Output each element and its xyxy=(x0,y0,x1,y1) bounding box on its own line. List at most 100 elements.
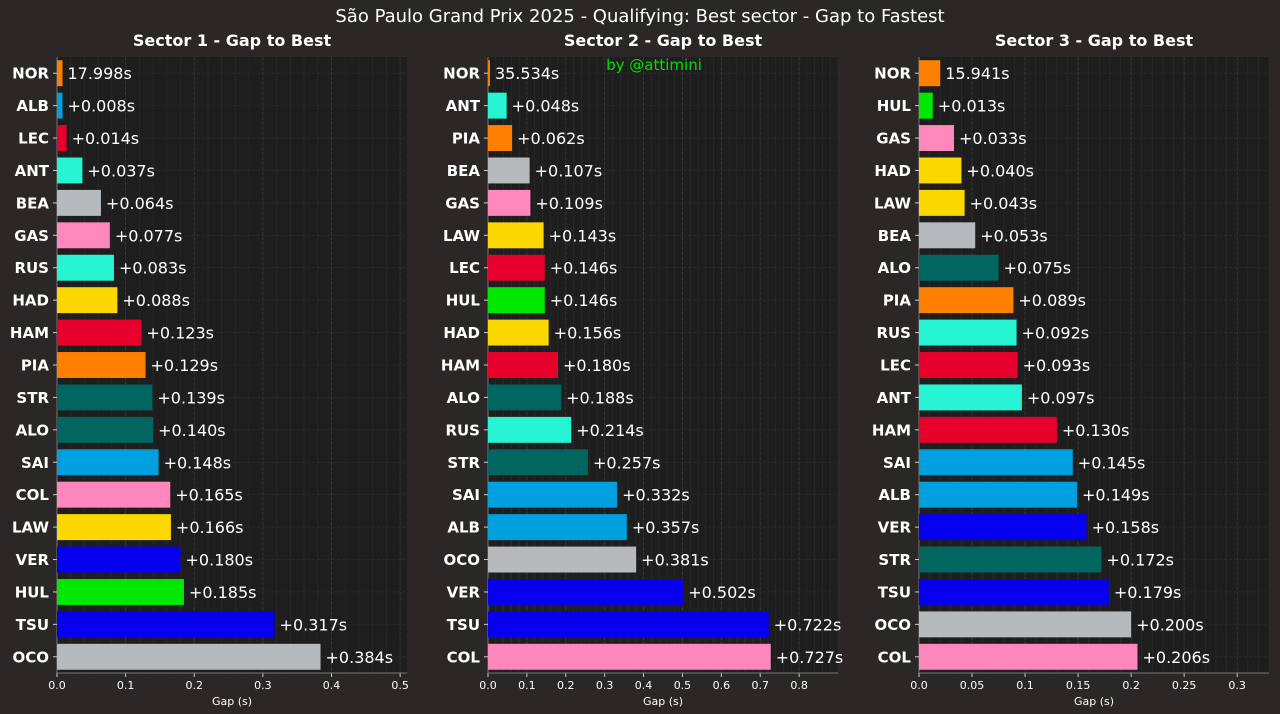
bar-rus xyxy=(488,416,572,443)
value-label: +0.502s xyxy=(688,583,756,602)
value-label: +0.129s xyxy=(151,356,219,375)
value-label: +0.053s xyxy=(980,226,1048,245)
value-label: +0.727s xyxy=(776,648,844,667)
bar-lec xyxy=(488,254,545,281)
value-label: 35.534s xyxy=(495,64,559,83)
value-label: +0.139s xyxy=(157,388,225,407)
value-label: +0.381s xyxy=(641,551,709,570)
driver-label: LEC xyxy=(880,357,911,375)
driver-label: HAD xyxy=(12,292,49,310)
value-label: +0.130s xyxy=(1062,421,1130,440)
x-tick-label: 0.25 xyxy=(1172,679,1197,692)
value-label: +0.064s xyxy=(106,194,174,213)
bar-col xyxy=(488,643,771,670)
value-label: +0.013s xyxy=(938,97,1006,116)
driver-label: OCO xyxy=(874,616,911,634)
bar-nor xyxy=(488,60,490,87)
driver-label: BEA xyxy=(447,162,481,180)
bar-ver xyxy=(919,514,1087,541)
bar-bea xyxy=(57,189,101,216)
x-tick-label: 0.05 xyxy=(960,679,985,692)
x-tick-label: 0.6 xyxy=(713,679,731,692)
value-label: +0.075s xyxy=(1004,259,1072,278)
bar-alb xyxy=(488,514,627,541)
driver-label: TSU xyxy=(16,616,49,634)
value-label: +0.722s xyxy=(774,615,842,634)
value-label: +0.180s xyxy=(186,551,254,570)
bar-lec xyxy=(57,125,67,152)
driver-label: RUS xyxy=(445,421,480,439)
panel-sector-3: 0.0 0.05 0.1 0.15 0.2 0.25 0.3 NOR 15.941s HUL +0.… xyxy=(872,31,1270,708)
value-label: +0.092s xyxy=(1022,324,1090,343)
value-label: +0.040s xyxy=(966,161,1034,180)
driver-label: HAM xyxy=(441,357,480,375)
driver-label: VER xyxy=(16,551,50,569)
value-label: +0.140s xyxy=(158,421,226,440)
value-label: +0.384s xyxy=(326,648,394,667)
bar-sai xyxy=(488,481,618,508)
value-label: +0.180s xyxy=(563,356,631,375)
value-label: +0.146s xyxy=(550,259,618,278)
driver-label: HAD xyxy=(443,324,480,342)
bar-hul xyxy=(488,287,545,314)
x-tick-label: 0.2 xyxy=(186,679,204,692)
bar-bea xyxy=(919,222,976,249)
bar-alb xyxy=(57,92,63,119)
x-tick-label: 0.2 xyxy=(1122,679,1140,692)
x-tick-label: 0.3 xyxy=(1228,679,1246,692)
x-tick-label: 0.5 xyxy=(674,679,692,692)
driver-label: ANT xyxy=(446,97,481,115)
x-tick-label: 0.15 xyxy=(1066,679,1091,692)
value-label: +0.097s xyxy=(1027,388,1095,407)
value-label: +0.200s xyxy=(1136,615,1204,634)
value-label: +0.149s xyxy=(1082,486,1150,505)
value-label: +0.156s xyxy=(554,324,622,343)
value-label: +0.145s xyxy=(1078,453,1146,472)
value-label: +0.317s xyxy=(280,615,348,634)
value-label: +0.077s xyxy=(115,226,183,245)
value-label: +0.109s xyxy=(535,194,603,213)
x-tick-label: 0.3 xyxy=(596,679,614,692)
bar-nor xyxy=(919,60,941,87)
x-tick-label: 0.4 xyxy=(323,679,341,692)
value-label: +0.033s xyxy=(959,129,1027,148)
driver-label: LAW xyxy=(874,194,911,212)
bar-sai xyxy=(919,449,1073,476)
value-label: +0.062s xyxy=(517,129,585,148)
bar-str xyxy=(919,546,1102,573)
x-tick-label: 0.2 xyxy=(557,679,575,692)
bar-ham xyxy=(488,352,558,378)
x-tick-label: 0.0 xyxy=(48,679,66,692)
bar-law xyxy=(57,514,171,541)
value-label: +0.143s xyxy=(549,226,617,245)
value-label: 15.941s xyxy=(945,64,1009,83)
value-label: +0.008s xyxy=(67,97,135,116)
driver-label: BEA xyxy=(878,227,912,245)
driver-label: ALO xyxy=(447,389,480,407)
value-label: +0.179s xyxy=(1114,583,1182,602)
panel-sector-1: 0.0 0.1 0.2 0.3 0.4 0.5 NOR 17.998s ALB +0.008s LE… xyxy=(10,31,409,708)
driver-label: HUL xyxy=(446,292,481,310)
driver-label: STR xyxy=(16,389,49,407)
value-label: +0.185s xyxy=(189,583,257,602)
bar-oco xyxy=(57,643,321,670)
driver-label: NOR xyxy=(12,65,49,83)
value-label: +0.048s xyxy=(512,97,580,116)
x-tick-label: 0.7 xyxy=(751,679,769,692)
x-tick-label: 0.1 xyxy=(1016,679,1034,692)
bar-ham xyxy=(919,416,1057,443)
driver-label: SAI xyxy=(21,454,49,472)
bar-pia xyxy=(488,125,513,152)
driver-label: VER xyxy=(447,583,481,601)
value-label: +0.088s xyxy=(122,291,190,310)
driver-label: HUL xyxy=(877,97,912,115)
bar-gas xyxy=(57,222,110,249)
bar-alo xyxy=(57,416,154,443)
driver-label: ANT xyxy=(877,389,912,407)
bar-had xyxy=(488,319,549,346)
driver-label: COL xyxy=(447,648,481,666)
driver-label: SAI xyxy=(883,454,911,472)
bar-law xyxy=(919,189,965,216)
driver-label: ALO xyxy=(878,259,911,277)
bar-sai xyxy=(57,449,159,476)
